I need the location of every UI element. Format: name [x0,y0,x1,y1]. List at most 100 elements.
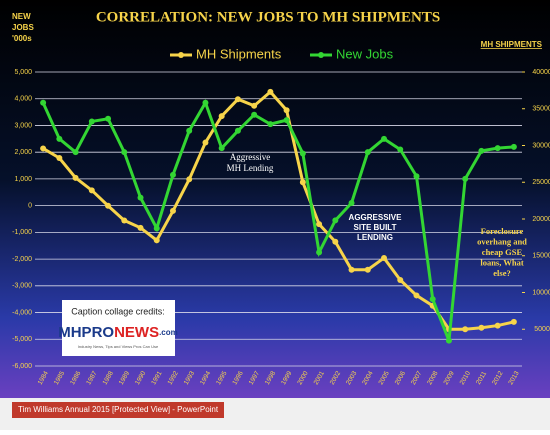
y-tick-label: 2,000 [14,149,32,156]
point [283,117,290,124]
point [478,324,485,331]
point [137,194,144,201]
point [348,199,355,206]
point [218,145,225,152]
point [299,150,306,157]
y-tick-label: 4,000 [14,96,32,103]
y-label: '000s [12,34,32,43]
annotation: loans, What [480,257,523,267]
annotation: else? [493,268,510,278]
y-tick-label: -6,000 [12,363,32,370]
point [413,173,420,180]
point [267,121,274,128]
point [105,115,112,122]
point [381,254,388,261]
point [445,337,452,344]
point [364,149,371,156]
point [316,249,323,256]
point [137,224,144,231]
point [494,322,501,329]
legend-marker [178,52,184,58]
taskbar-title: Tim Williams Annual 2015 [Protected View… [18,405,219,414]
annotation: Aggressive [230,152,271,162]
annotation: overhang and [477,236,527,246]
point [397,277,404,284]
point [72,149,79,156]
point [494,145,501,152]
y2-tick-label: 150000 [532,253,550,260]
caption-heading: Caption collage credits: [71,306,165,316]
caption-box [62,300,175,356]
chart-title: CORRELATION: NEW JOBS TO MH SHIPMENTS [96,9,440,25]
point [202,139,209,146]
point [462,326,469,333]
point [478,147,485,154]
point [462,175,469,182]
point [186,127,193,134]
y-label: NEW [12,12,31,21]
y-tick-label: 5,000 [14,69,32,76]
y2-tick-label: 400000 [532,69,550,76]
point [510,143,517,150]
point [40,99,47,106]
point [251,102,258,109]
y-tick-label: 3,000 [14,122,32,129]
point [186,176,193,183]
point [153,237,160,244]
y2-label: MH SHIPMENTS [481,40,543,49]
y2-tick-label: 50000 [534,326,550,333]
point [364,266,371,273]
y-tick-label: -2,000 [12,256,32,263]
point [510,318,517,325]
taskbar-item[interactable] [12,402,224,418]
point [169,171,176,178]
point [234,96,241,103]
point [251,111,258,118]
point [413,292,420,299]
series-line [41,99,515,342]
point [202,99,209,106]
point [283,107,290,114]
logo-part: MHPRO [58,324,114,341]
point [88,118,95,125]
point [348,266,355,273]
point [397,146,404,153]
point [105,202,112,209]
point [316,221,323,228]
logo: MHPRONEWS.com [58,324,178,341]
point [381,135,388,142]
annotation: Foreclosure [481,226,524,236]
legend-label: New Jobs [336,46,394,61]
y2-tick-label: 350000 [532,106,550,113]
point [429,296,436,303]
logo-part: .com [159,328,178,337]
annotation: SITE BUILT [354,223,397,232]
point [56,135,63,142]
y2-tick-label: 300000 [532,142,550,149]
point [332,238,339,245]
point [169,207,176,214]
point [153,225,160,232]
tagline: Industry News, Tips and Views Pros Can U… [78,344,159,349]
point [40,145,47,152]
legend-label: MH Shipments [196,46,282,61]
annotation: AGGRESSIVE [349,213,403,222]
y-tick-label: 0 [28,202,32,209]
y2-tick-label: 250000 [532,179,550,186]
y-tick-label: 1,000 [14,176,32,183]
y-label: JOBS [12,23,34,32]
y-tick-label: -1,000 [12,229,32,236]
legend-marker [318,52,324,58]
point [121,217,128,224]
point [332,217,339,224]
y2-tick-label: 100000 [532,289,550,296]
point [72,174,79,181]
point [234,127,241,134]
annotation: LENDING [357,233,393,242]
point [88,187,95,194]
annotation: MH Lending [227,163,274,173]
y-tick-label: -4,000 [12,309,32,316]
point [218,113,225,120]
